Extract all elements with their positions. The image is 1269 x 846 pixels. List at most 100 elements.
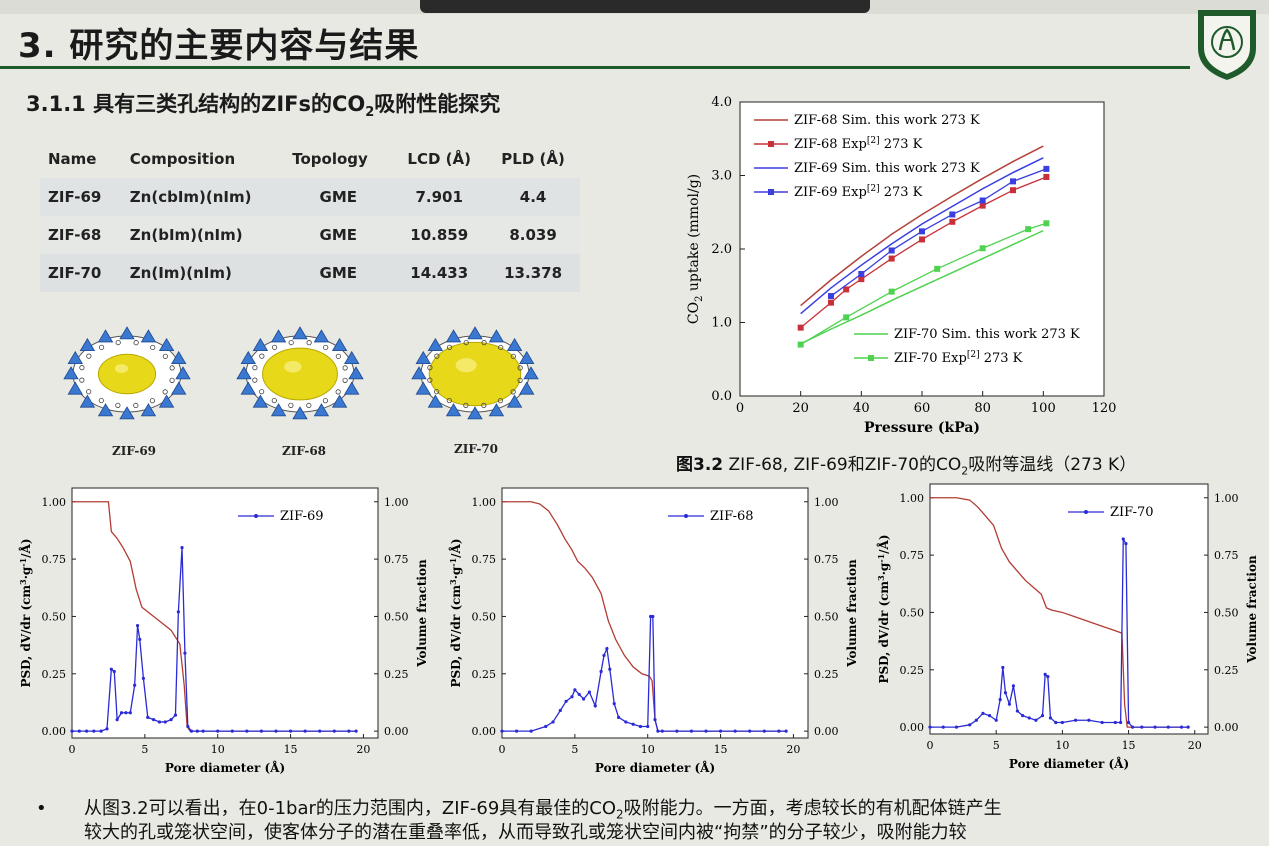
zif-68-psd-chart: 0 5 10 15 20 0.00 0.00 0.25 0.25 0.50 0.50 0.75 0.75…: [448, 487, 859, 775]
table-cell: ZIF-69: [48, 188, 102, 206]
linker-ring: [510, 353, 516, 359]
psd-data-point: [981, 711, 985, 715]
psd-data-point: [608, 667, 612, 671]
zinc-tetrahedron: [158, 337, 175, 352]
zinc-tetrahedron: [240, 350, 256, 364]
linker-ring: [323, 344, 329, 351]
sim-series-line: [800, 157, 1044, 315]
linker-ring: [79, 365, 85, 371]
psd-data-point: [1087, 718, 1091, 722]
psd-data-point: [1121, 537, 1125, 541]
x-tick-label: 100: [1031, 401, 1056, 416]
right-y-tick-label: 0.00: [1214, 721, 1239, 734]
psd-data-point: [968, 723, 972, 727]
psd-data-point: [987, 714, 992, 718]
legend-superscript: [2]: [867, 136, 880, 146]
zinc-tetrahedron: [313, 329, 330, 343]
psd-data-point: [612, 701, 616, 706]
psd-data-point: [656, 729, 660, 733]
table-header: LCD (Å): [407, 150, 471, 168]
psd-data-point: [112, 669, 116, 674]
legend-swatch-marker: [768, 141, 774, 147]
psd-data-point: [146, 715, 150, 719]
psd-data-point: [660, 729, 664, 733]
psd-data-point: [500, 729, 504, 733]
legend-swatch-marker: [1084, 510, 1088, 514]
legend-superscript: [2]: [967, 350, 980, 360]
right-y-tick-label: 0.25: [814, 668, 839, 681]
linker-ring: [169, 365, 175, 371]
x-tick-label: 20: [1188, 739, 1202, 752]
y-axis-label-superscript: -1: [876, 554, 886, 563]
exp-data-point: [979, 197, 986, 204]
psd-data-point: [718, 729, 723, 733]
zinc-tetrahedron: [488, 403, 505, 417]
y-axis-label-text-end: /Å): [876, 534, 891, 553]
linker-ring: [434, 389, 440, 395]
table-cell: Zn(Im)(nIm): [129, 264, 232, 282]
legend-swatch-marker: [254, 514, 258, 518]
y-axis-label-superscript: 3: [876, 575, 886, 581]
cage-label: ZIF-69: [112, 444, 157, 458]
psd-data-point: [216, 729, 220, 733]
caption-subscript: 2: [961, 464, 969, 478]
zinc-tetrahedron: [119, 326, 135, 340]
legend-text: ZIF-69 Sim. this work 273 K: [794, 161, 980, 176]
psd-data-point: [230, 729, 234, 733]
linker-ring: [481, 402, 487, 409]
psd-data-point: [1048, 716, 1053, 720]
zinc-tetrahedron: [506, 394, 523, 408]
zinc-tetrahedron: [445, 403, 462, 417]
psd-data-point: [593, 704, 597, 708]
exp-series-line: [800, 176, 1047, 329]
psd-data-point: [651, 614, 655, 619]
bullet-text-end: 吸附能力。一方面，考虑较长的有机配体链产生: [623, 798, 1002, 819]
table-cell: Zn(cbIm)(nIm): [129, 188, 252, 206]
exp-data-point: [1010, 187, 1016, 194]
linker-ring: [427, 365, 433, 371]
cage-label: ZIF-68: [282, 444, 327, 458]
plot-area: [929, 483, 1209, 735]
exp-data-point: [888, 247, 895, 254]
psd-data-point: [646, 724, 650, 729]
psd-data-point: [105, 727, 109, 731]
psd-data-point: [582, 697, 586, 701]
zinc-tetrahedron: [313, 403, 330, 417]
exp-data-point: [919, 236, 925, 243]
zinc-tetrahedron: [270, 329, 287, 343]
figure-caption: 图3.2 ZIF-68, ZIF-69和ZIF-70的CO2吸附等温线（273 …: [676, 450, 1136, 477]
volume-fraction-line: [930, 497, 1189, 728]
linker-ring: [86, 389, 92, 395]
caption-text: ZIF-68, ZIF-69和ZIF-70的CO: [723, 455, 962, 475]
zinc-tetrahedron: [67, 381, 83, 395]
psd-data-point: [332, 729, 336, 733]
right-y-axis-label: Volume fraction: [415, 559, 429, 668]
x-tick-label: 10: [641, 743, 655, 756]
zinc-tetrahedron: [467, 326, 483, 340]
zinc-tetrahedron: [252, 337, 269, 352]
psd-data-point: [318, 729, 322, 733]
table-cell: 10.859: [410, 226, 469, 244]
psd-data-point: [529, 729, 533, 733]
y-axis-label-subscript: 2: [694, 296, 705, 302]
exp-data-point: [828, 299, 834, 306]
legend-text-end: 273 K: [880, 185, 923, 200]
right-y-tick-label: 0.50: [384, 610, 409, 623]
right-y-axis-label: Volume fraction: [1245, 555, 1259, 664]
legend-swatch-marker: [868, 355, 874, 361]
linker-ring: [322, 398, 329, 404]
x-axis-label: Pore diameter (Å): [165, 760, 285, 775]
linker-ring: [133, 340, 139, 346]
psd-data-point: [689, 729, 694, 733]
section-subtitle: 3.1.1 具有三类孔结构的ZIFs的CO2吸附性能探究: [26, 88, 500, 120]
bullet-line-2: 较大的孔或笼状空间，使客体分子的潜在重叠率低，从而导致孔或笼状空间内被“拘禁”的…: [84, 822, 967, 843]
zinc-tetrahedron: [344, 350, 360, 364]
psd-data-point: [1043, 672, 1047, 676]
psd-data-point: [1130, 725, 1135, 729]
right-y-tick-label: 0.25: [1214, 664, 1239, 677]
pore-highlight: [284, 361, 302, 373]
zinc-tetrahedron: [348, 366, 364, 380]
linker-ring: [115, 339, 121, 346]
screen-tab-strip: [420, 0, 870, 13]
zinc-tetrahedron: [171, 381, 187, 395]
